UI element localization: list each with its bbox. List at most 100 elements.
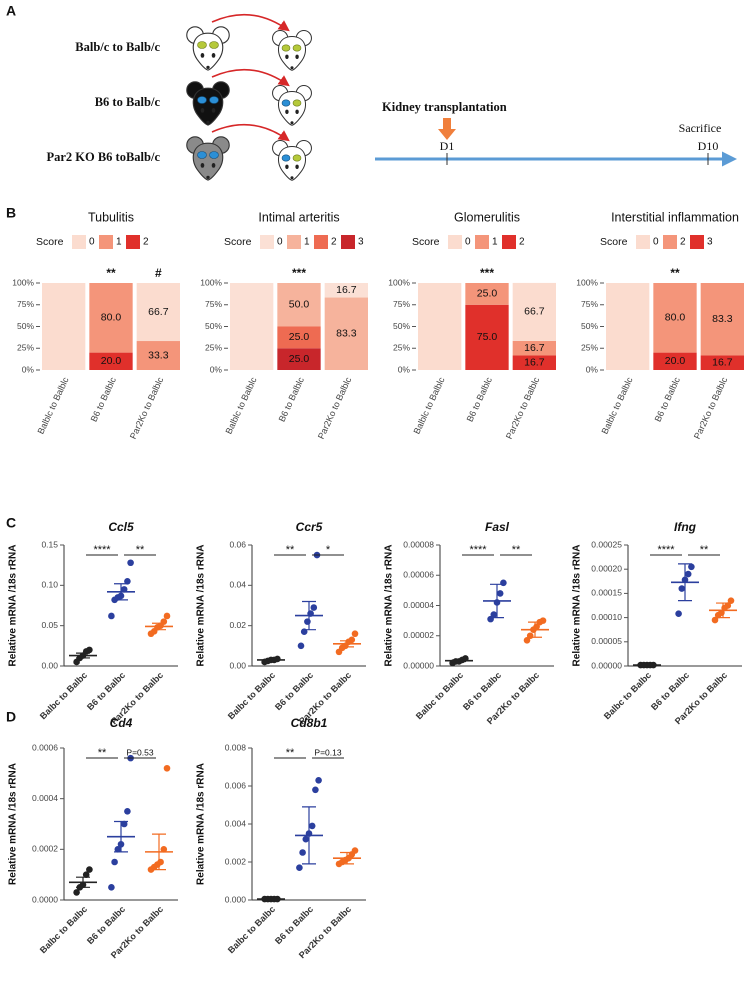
x-tick-label: B6 to Balbc: [649, 670, 691, 712]
y-tick-label: 100%: [12, 277, 34, 287]
legend-title: Score: [412, 236, 440, 248]
x-tick-label: B6 to Balbc: [273, 670, 315, 712]
y-tick-label: 0.000: [225, 894, 247, 904]
legend-swatch: [636, 235, 650, 249]
value-label: 25.0: [289, 353, 310, 365]
data-point: [352, 630, 359, 637]
y-tick-label: 0%: [586, 364, 599, 374]
legend-swatch: [99, 235, 113, 249]
y-tick-label: 75%: [205, 299, 222, 309]
value-label: 83.3: [336, 328, 357, 340]
x-tick-label: Balbc to Balbc: [226, 904, 277, 955]
y-tick-label: 100%: [576, 277, 598, 287]
y-tick-label: 0%: [398, 364, 411, 374]
x-tick-label: B6 to Balblc: [653, 375, 683, 423]
x-tick-label: Balblc to Balblc: [224, 375, 259, 435]
legend-label: 1: [116, 237, 122, 248]
value-label: 20.0: [101, 355, 122, 367]
comparison-label: **: [512, 544, 521, 556]
y-tick-label: 25%: [393, 343, 410, 353]
y-tick-label: 0.00000: [403, 660, 434, 670]
y-tick-label: 75%: [393, 299, 410, 309]
comparison-label: **: [700, 544, 709, 556]
data-point: [500, 580, 507, 587]
y-tick-label: 0%: [210, 364, 223, 374]
comparison-label: P=0.53: [126, 747, 153, 757]
data-point: [298, 643, 305, 650]
significance: **: [670, 266, 680, 280]
data-point: [296, 864, 303, 871]
y-tick-label: 50%: [17, 321, 34, 331]
legend-label: 1: [304, 237, 310, 248]
legend-title: Score: [36, 236, 64, 248]
panel-label: A: [6, 3, 16, 19]
x-tick-label: B6 to Balbc: [461, 670, 503, 712]
y-tick-label: 0.0002: [32, 844, 58, 854]
chart-title: Interstitial inflammation: [611, 210, 739, 224]
legend-swatch: [690, 235, 704, 249]
significance: ***: [292, 266, 306, 280]
data-point: [309, 823, 316, 830]
legend-swatch: [341, 235, 355, 249]
value-label: 66.7: [524, 306, 545, 318]
value-label: 80.0: [665, 312, 686, 324]
y-tick-label: 50%: [205, 321, 222, 331]
y-tick-label: 0.06: [229, 539, 246, 549]
data-point: [111, 859, 118, 866]
y-tick-label: 0.00005: [591, 636, 622, 646]
comparison-label: ****: [657, 544, 675, 556]
y-tick-label: 0.05: [41, 620, 58, 630]
x-tick-label: B6 to Balblc: [277, 375, 307, 423]
data-point: [491, 611, 498, 618]
y-axis-label: Relative mRNA /18s rRNA: [384, 545, 395, 667]
comparison-label: ****: [469, 544, 487, 556]
x-tick-label: Balbc to Balbc: [602, 670, 653, 721]
data-point: [303, 836, 310, 843]
y-tick-label: 0.006: [225, 780, 247, 790]
legend-swatch: [475, 235, 489, 249]
legend-label: 3: [707, 237, 713, 248]
y-axis-label: Relative mRNA /18s rRNA: [196, 545, 207, 667]
chart-title: Tubulitis: [88, 210, 134, 224]
x-tick-label: B6 to Balbc: [85, 904, 127, 946]
y-tick-label: 25%: [581, 343, 598, 353]
y-tick-label: 0.002: [225, 856, 247, 866]
end-event-label: Sacrifice: [679, 121, 722, 135]
data-point: [164, 613, 171, 620]
group-label: Balb/c to Balb/c: [75, 40, 160, 54]
chart-title: Intimal arteritis: [258, 210, 339, 224]
legend-label: 2: [519, 237, 525, 248]
data-point: [675, 610, 682, 617]
event-label: Kidney transplantation: [382, 100, 507, 114]
legend-swatch: [448, 235, 462, 249]
x-tick-label: Balbc to Balbc: [226, 670, 277, 721]
y-tick-label: 0.00015: [591, 588, 622, 598]
data-point: [86, 647, 93, 654]
legend-swatch: [126, 235, 140, 249]
x-tick-label: B6 to Balblc: [465, 375, 495, 423]
x-tick-label: Par2Ko to Balblc: [316, 375, 354, 440]
chart-title: Cd8b1: [291, 716, 328, 730]
data-point: [108, 613, 115, 620]
y-tick-label: 75%: [17, 299, 34, 309]
chart-title: Ccl5: [108, 520, 134, 534]
y-tick-label: 100%: [388, 277, 410, 287]
x-tick-label: Balblc to Balblc: [36, 375, 71, 435]
legend-label: 0: [89, 237, 95, 248]
comparison-label: **: [286, 544, 295, 556]
data-point: [108, 884, 115, 891]
data-point: [685, 571, 692, 578]
x-tick-label: Balbc to Balbc: [414, 670, 465, 721]
group-label: Par2 KO B6 toBalb/c: [46, 150, 160, 164]
y-tick-label: 75%: [581, 299, 598, 309]
legend-swatch: [287, 235, 301, 249]
legend-swatch: [502, 235, 516, 249]
value-label: 66.7: [148, 306, 169, 318]
y-tick-label: 0.00000: [591, 660, 622, 670]
data-point: [127, 559, 134, 566]
y-tick-label: 0.00010: [591, 612, 622, 622]
y-tick-label: 0%: [22, 364, 35, 374]
data-point: [679, 585, 686, 592]
